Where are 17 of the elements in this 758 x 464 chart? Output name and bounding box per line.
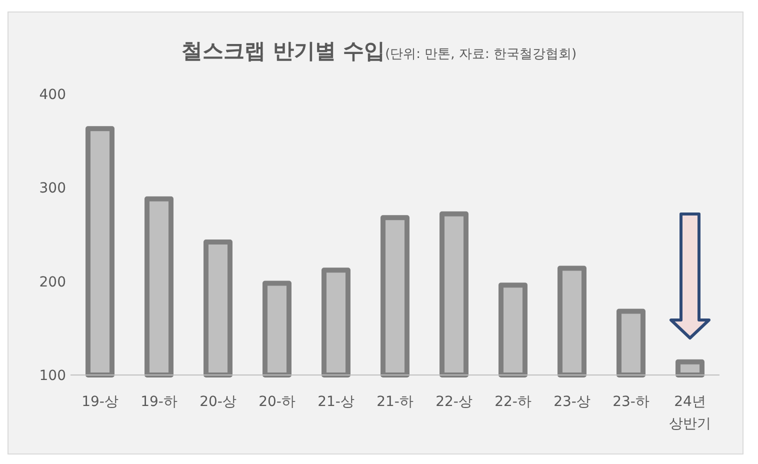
chart-subtitle: (단위: 만톤, 자료: 한국철강협회) bbox=[385, 47, 577, 62]
x-tick-label: 24년 상반기 bbox=[669, 394, 711, 432]
x-tick-label: 20-하 bbox=[258, 394, 296, 410]
x-tick-label: 20-상 bbox=[200, 394, 236, 410]
chart-title: 철스크랩 반기별 수입 bbox=[181, 39, 386, 63]
x-tick-label: 21-상 bbox=[318, 394, 354, 410]
y-tick-label: 100 bbox=[39, 368, 66, 384]
y-tick-label: 300 bbox=[39, 180, 66, 197]
x-tick-label: 19-하 bbox=[140, 394, 178, 410]
x-tick-label: 19-상 bbox=[82, 394, 118, 410]
x-tick-label: 22-하 bbox=[494, 394, 532, 410]
x-tick-label: 21-하 bbox=[376, 394, 414, 410]
x-tick-label: 22-상 bbox=[436, 394, 472, 410]
x-tick-label: 23-상 bbox=[554, 394, 590, 410]
y-tick-label: 200 bbox=[39, 274, 66, 290]
y-tick-label: 400 bbox=[39, 87, 66, 103]
x-tick-label: 23-하 bbox=[612, 394, 650, 410]
